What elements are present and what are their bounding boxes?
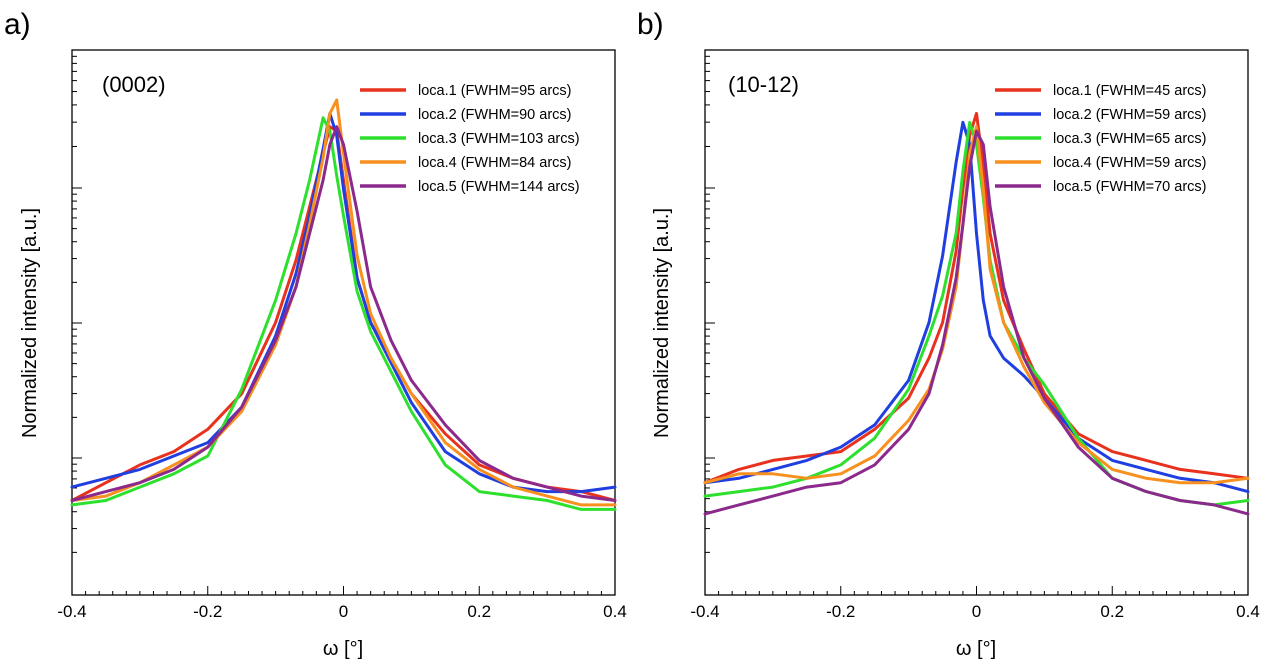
- panel-a-curves: [70, 98, 617, 511]
- panel-a-legend-label: loca.1 (FWHM=95 arcs): [418, 83, 572, 99]
- panel-b-series-1-line: [703, 111, 1250, 485]
- panel-b-legend-label: loca.5 (FWHM=70 arcs): [1053, 179, 1207, 195]
- panel-b-legend-label: loca.4 (FWHM=59 arcs): [1053, 155, 1207, 171]
- panel-a-legend-label: loca.5 (FWHM=144 arcs): [418, 179, 580, 195]
- panel-a-annotation: (0002): [102, 72, 166, 97]
- panel-a-legend: loca.1 (FWHM=95 arcs) loca.2 (FWHM=90 arc…: [360, 83, 580, 195]
- panel-b-legend: loca.1 (FWHM=45 arcs) loca.2 (FWHM=59 arc…: [995, 83, 1207, 195]
- panel-b-annotation: (10-12): [728, 72, 799, 97]
- panel-b-series-2-line: [703, 120, 1250, 494]
- panel-b-x-tick-label: 0: [972, 602, 981, 621]
- panel-b-legend-label: loca.1 (FWHM=45 arcs): [1053, 83, 1207, 99]
- panel-b-y-axis-title: Normalized intensity [a.u.]: [651, 208, 673, 438]
- panel-a-x-tick-label: 0.4: [603, 602, 627, 621]
- panel-a-series-5-line: [70, 125, 617, 502]
- panel-b-x-tick-label: -0.2: [826, 602, 855, 621]
- panel-b-legend-label: loca.3 (FWHM=65 arcs): [1053, 131, 1207, 147]
- panel-b-series-5-line: [703, 129, 1250, 516]
- panel-a-x-tick-label: -0.4: [57, 602, 86, 621]
- panel-b-letter: b): [637, 8, 664, 41]
- panel-b-x-tick-label: 0.2: [1100, 602, 1124, 621]
- panel-a-legend-label: loca.2 (FWHM=90 arcs): [418, 107, 572, 123]
- panel-b-x-tick-label: 0.4: [1236, 602, 1260, 621]
- panel-b-curves: [703, 111, 1250, 516]
- panel-a-y-axis-title: Normalized intensity [a.u.]: [19, 208, 41, 438]
- panel-a-x-tick-label: 0.2: [467, 602, 491, 621]
- panel-b-legend-label: loca.2 (FWHM=59 arcs): [1053, 107, 1207, 123]
- panel-b-x-tick-labels: -0.4 -0.2 0 0.2 0.4: [690, 602, 1259, 621]
- panel-a-series-3-line: [70, 116, 617, 511]
- panel-a-x-tick-label: -0.2: [193, 602, 222, 621]
- panel-a-legend-label: loca.3 (FWHM=103 arcs): [418, 131, 580, 147]
- panel-b-ticks: [704, 55, 1249, 595]
- panel-a-ticks: [71, 55, 616, 595]
- panel-b: b) (10-12) -0.4 -0.2 0 0.2 0.4 loca.1 (FWHM=…: [637, 8, 1260, 660]
- panel-a-letter: a): [4, 8, 31, 41]
- panel-a-x-axis-title: ω [°]: [323, 638, 363, 660]
- panel-b-x-tick-label: -0.4: [690, 602, 719, 621]
- panel-b-x-axis-title: ω [°]: [956, 638, 996, 660]
- panel-a-x-tick-label: 0: [339, 602, 348, 621]
- panel-b-series-4-line: [703, 125, 1250, 485]
- panel-a-legend-label: loca.4 (FWHM=84 arcs): [418, 155, 572, 171]
- panel-a-x-tick-labels: -0.4 -0.2 0 0.2 0.4: [57, 602, 626, 621]
- panel-a-series-2-line: [70, 111, 617, 494]
- panel-a: a) (0002) -0.4 -0.2 0 0.2 0.4 loca.1 (FWHM=9…: [4, 8, 627, 660]
